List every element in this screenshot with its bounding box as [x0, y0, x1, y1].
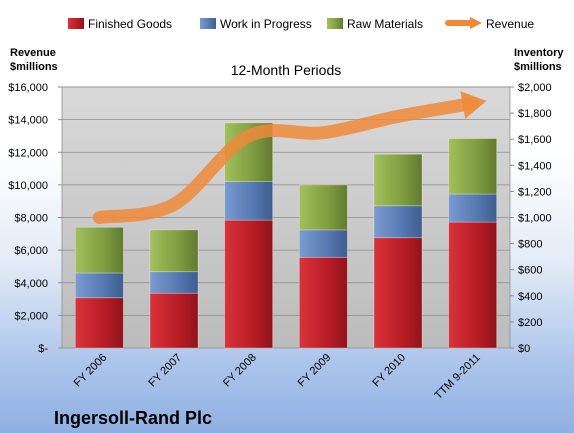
left-axis-title-line1: Revenue [10, 47, 56, 59]
right-tick-label-2: $400 [518, 291, 542, 303]
left-tick-label-4: $8,000 [14, 213, 48, 225]
right-tick-label-9: $1,800 [518, 108, 552, 120]
bars [74, 122, 498, 349]
right-tick-label-0: $0 [518, 343, 530, 355]
right-tick-label-5: $1,000 [518, 213, 552, 225]
bar-raw-materials-1 [149, 229, 199, 273]
legend-swatch-raw-materials [327, 18, 343, 29]
category-label-4: FY 2010 [370, 352, 408, 390]
left-tick-label-8: $16,000 [8, 82, 48, 94]
category-labels: FY 2006 FY 2007 FY 2008 FY 2009 FY 2010 TTM 9… [72, 352, 483, 402]
bar-raw-materials-0 [74, 226, 124, 274]
bar-work-in-progress-5 [448, 193, 498, 223]
bar-finished-goods-4 [373, 237, 423, 349]
bar-work-in-progress-0 [74, 272, 124, 299]
right-axis-title-line1: Inventory [514, 47, 564, 59]
legend: Finished Goods Work in Progress Raw Mate… [68, 17, 534, 31]
legend-label-raw-materials: Raw Materials [347, 17, 423, 31]
right-tick-label-6: $1,200 [518, 186, 552, 198]
left-tick-label-6: $12,000 [8, 147, 48, 159]
right-tick-label-8: $1,600 [518, 134, 552, 146]
bar-raw-materials-3 [298, 184, 348, 231]
bar-finished-goods-2 [224, 219, 274, 349]
legend-swatch-finished-goods [68, 18, 84, 29]
revenue-line [92, 91, 487, 224]
right-axis-title-line2: $millions [514, 61, 562, 73]
left-axis-ticks: $- $2,000 $4,000 $6,000 $8,000 $10,000 $12,000… [8, 82, 62, 355]
right-tick-label-3: $600 [518, 265, 542, 277]
bar-finished-goods-5 [448, 221, 498, 349]
right-tick-label-1: $200 [518, 317, 542, 329]
bar-work-in-progress-1 [149, 271, 199, 294]
bar-work-in-progress-2 [224, 181, 274, 221]
bar-finished-goods-3 [298, 256, 348, 349]
bar-work-in-progress-3 [298, 229, 348, 258]
category-label-0: FY 2006 [72, 352, 110, 390]
legend-label-work-in-progress: Work in Progress [220, 17, 312, 31]
bar-work-in-progress-4 [373, 205, 423, 239]
chart-subtitle: 12-Month Periods [231, 62, 342, 78]
bar-finished-goods-0 [74, 297, 124, 349]
bar-finished-goods-1 [149, 292, 199, 349]
right-tick-label-4: $800 [518, 239, 542, 251]
legend-swatch-work-in-progress [200, 18, 216, 29]
left-axis-title-line2: $millions [10, 61, 58, 73]
revenue-arrowhead [460, 91, 487, 119]
bar-raw-materials-5 [448, 138, 498, 195]
right-axis-ticks: $0 $200 $400 $600 $800 $1,000 $1,200 $1,400 $1,6… [510, 82, 552, 355]
left-tick-label-1: $2,000 [14, 310, 48, 322]
category-label-5: TTM 9-2011 [433, 352, 483, 402]
category-label-2: FY 2008 [221, 352, 259, 390]
left-tick-label-3: $6,000 [14, 245, 48, 257]
bar-raw-materials-4 [373, 153, 423, 207]
legend-label-revenue: Revenue [486, 17, 534, 31]
legend-label-finished-goods: Finished Goods [88, 17, 172, 31]
right-tick-label-10: $2,000 [518, 82, 552, 94]
category-label-1: FY 2007 [146, 352, 184, 390]
left-tick-label-0: $- [38, 343, 48, 355]
revenue-line-path [92, 96, 480, 224]
left-tick-label-2: $4,000 [14, 278, 48, 290]
company-name: Ingersoll-Rand Plc [54, 408, 212, 428]
legend-swatch-revenue-arrowhead [470, 17, 482, 29]
left-tick-label-5: $10,000 [8, 180, 48, 192]
left-tick-label-7: $14,000 [8, 115, 48, 127]
right-tick-label-7: $1,400 [518, 160, 552, 172]
category-label-3: FY 2009 [296, 352, 334, 390]
